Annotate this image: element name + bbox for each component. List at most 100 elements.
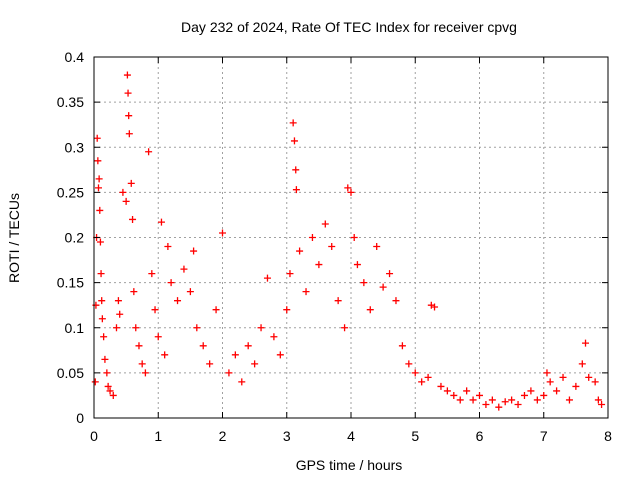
data-point bbox=[135, 342, 143, 350]
data-point bbox=[315, 261, 323, 269]
data-point bbox=[350, 234, 358, 241]
data-point bbox=[106, 387, 114, 395]
data-point bbox=[501, 398, 509, 406]
y-tick-label: 0.35 bbox=[57, 94, 84, 110]
data-point bbox=[112, 324, 120, 332]
data-point bbox=[443, 387, 451, 395]
data-point bbox=[97, 270, 105, 278]
data-point bbox=[392, 297, 400, 305]
data-point bbox=[141, 369, 149, 377]
data-point bbox=[167, 279, 175, 287]
data-point bbox=[508, 396, 516, 404]
data-point bbox=[101, 355, 109, 363]
data-point bbox=[289, 119, 297, 127]
data-point bbox=[96, 238, 104, 246]
y-axis-label: ROTI / TECUs bbox=[6, 193, 22, 283]
data-point bbox=[94, 184, 102, 192]
data-point bbox=[93, 134, 101, 142]
data-point bbox=[488, 396, 496, 404]
x-tick-label: 3 bbox=[283, 428, 291, 444]
data-point bbox=[98, 315, 106, 323]
data-point bbox=[328, 243, 336, 251]
data-point bbox=[411, 369, 419, 377]
data-point bbox=[290, 137, 298, 145]
data-point bbox=[164, 243, 172, 251]
data-point bbox=[450, 391, 458, 399]
data-point bbox=[283, 306, 291, 314]
data-point bbox=[125, 112, 133, 120]
data-point bbox=[129, 215, 137, 223]
data-point bbox=[514, 400, 522, 408]
data-point bbox=[193, 324, 201, 332]
data-point bbox=[98, 297, 106, 305]
y-tick-label: 0.25 bbox=[57, 184, 84, 200]
data-point bbox=[540, 391, 548, 399]
data-point bbox=[238, 378, 246, 386]
x-tick-label: 8 bbox=[604, 428, 612, 444]
data-point bbox=[270, 333, 278, 341]
data-point bbox=[145, 148, 153, 156]
data-point bbox=[308, 234, 316, 241]
x-tick-label: 5 bbox=[411, 428, 419, 444]
data-point bbox=[286, 270, 294, 278]
data-point bbox=[582, 339, 590, 347]
data-point bbox=[109, 391, 117, 399]
data-point bbox=[572, 382, 580, 390]
data-point bbox=[431, 303, 439, 311]
data-point bbox=[263, 274, 271, 282]
data-point bbox=[94, 157, 102, 165]
data-point bbox=[206, 360, 214, 368]
data-point bbox=[225, 369, 233, 377]
data-point bbox=[186, 288, 194, 296]
data-point bbox=[123, 71, 131, 79]
data-point bbox=[418, 378, 426, 386]
data-point bbox=[157, 218, 165, 226]
data-point bbox=[161, 351, 169, 359]
data-point bbox=[398, 342, 406, 350]
data-point bbox=[463, 387, 471, 395]
data-point bbox=[527, 387, 535, 395]
data-point bbox=[292, 186, 300, 194]
y-tick-label: 0.05 bbox=[57, 365, 84, 381]
data-point bbox=[130, 288, 138, 296]
data-point bbox=[100, 333, 108, 341]
data-point bbox=[154, 333, 162, 341]
data-point bbox=[92, 301, 100, 309]
y-tick-label: 0.15 bbox=[57, 275, 84, 291]
data-point bbox=[138, 360, 146, 368]
axis-ticks bbox=[93, 56, 609, 419]
data-point bbox=[360, 279, 368, 287]
x-tick-label: 6 bbox=[476, 428, 484, 444]
data-points bbox=[91, 71, 606, 411]
data-point bbox=[114, 297, 122, 305]
data-point bbox=[296, 247, 304, 255]
data-point bbox=[125, 130, 133, 138]
data-point bbox=[95, 175, 103, 183]
data-point bbox=[594, 396, 602, 404]
x-tick-label: 0 bbox=[90, 428, 98, 444]
data-point bbox=[231, 351, 239, 359]
y-tick-label: 0 bbox=[76, 410, 84, 426]
data-point bbox=[251, 360, 259, 368]
data-point bbox=[456, 396, 464, 404]
data-point bbox=[559, 373, 567, 381]
x-tick-labels: 0 1 2 3 4 5 6 7 8 bbox=[90, 428, 612, 444]
data-point bbox=[591, 378, 599, 386]
data-point bbox=[148, 270, 156, 278]
data-point bbox=[379, 283, 387, 291]
data-point bbox=[520, 391, 528, 399]
data-point bbox=[116, 310, 124, 318]
data-point bbox=[366, 306, 374, 314]
data-point bbox=[219, 229, 226, 237]
x-tick-label: 4 bbox=[347, 428, 355, 444]
data-point bbox=[344, 184, 352, 192]
data-point bbox=[302, 288, 310, 296]
data-point bbox=[469, 396, 477, 404]
data-point bbox=[565, 396, 573, 404]
data-point bbox=[199, 342, 207, 350]
data-point bbox=[244, 342, 252, 350]
data-point bbox=[405, 360, 413, 368]
data-point bbox=[341, 324, 349, 332]
data-point bbox=[292, 166, 300, 174]
